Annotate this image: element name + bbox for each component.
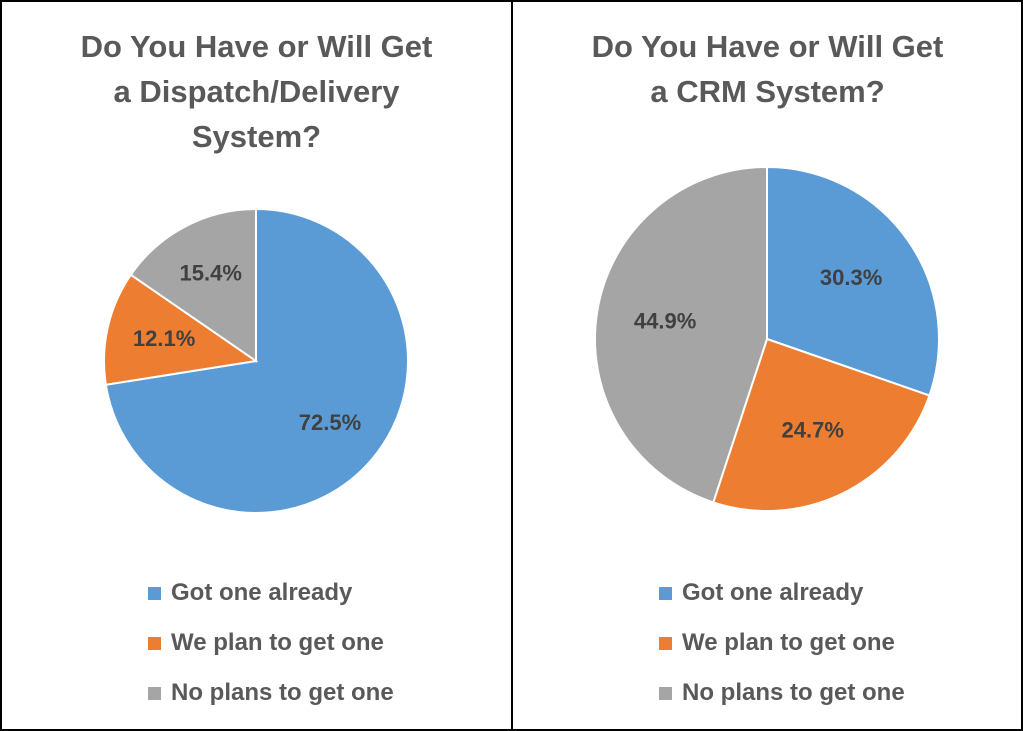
slice-no-plans: [594, 165, 768, 504]
legend-item-plan: We plan to get one: [659, 628, 895, 658]
crm-pie-chart: 30.3% 24.7% 44.9%: [594, 165, 940, 512]
data-label: 72.5%: [299, 410, 361, 435]
data-label: 24.7%: [782, 417, 844, 442]
legend-item-no: No plans to get one: [148, 678, 394, 708]
slice-got-one-already: [766, 165, 940, 397]
data-label: 12.1%: [133, 326, 195, 351]
slice-no-plans: [129, 207, 257, 363]
legend-label: We plan to get one: [171, 629, 384, 656]
dispatch-chart-panel: Do You Have or Will Get a Dispatch/Deliv…: [2, 0, 511, 731]
slice-plan-to-get-one: [712, 337, 931, 512]
legend-label: Got one already: [171, 579, 353, 606]
legend-swatch-plan: [659, 636, 672, 650]
title-line: Do You Have or Will Get: [80, 29, 433, 64]
legend-swatch-plan: [148, 636, 161, 650]
legend-swatch-got: [148, 586, 161, 600]
title-line: Do You Have or Will Get: [591, 29, 944, 64]
slice-plan-to-get-one: [103, 273, 259, 386]
crm-chart-panel: Do You Have or Will Get a CRM System? 30…: [513, 0, 1022, 731]
legend-label: We plan to get one: [682, 629, 895, 656]
panel-divider: [511, 0, 513, 731]
data-label: 15.4%: [180, 261, 242, 286]
legend-swatch-no: [148, 686, 161, 700]
legend-item-no: No plans to get one: [659, 678, 905, 708]
legend-swatch-no: [659, 686, 672, 700]
legend-item-plan: We plan to get one: [148, 628, 384, 658]
legend-label: No plans to get one: [171, 679, 394, 706]
legend-swatch-got: [659, 586, 672, 600]
title-line: a CRM System?: [650, 74, 885, 109]
legend-label: Got one already: [682, 579, 864, 606]
title-line: a Dispatch/Delivery: [113, 74, 400, 109]
dispatch-pie-chart: 72.5% 12.1% 15.4%: [103, 207, 409, 514]
data-label: 30.3%: [820, 265, 882, 290]
dispatch-chart-title: Do You Have or Will Get a Dispatch/Deliv…: [2, 24, 511, 159]
crm-chart-title: Do You Have or Will Get a CRM System?: [513, 24, 1022, 114]
legend-item-got: Got one already: [148, 578, 352, 608]
legend-label: No plans to get one: [682, 679, 905, 706]
title-line: System?: [191, 119, 322, 154]
data-label: 44.9%: [634, 308, 696, 333]
legend-item-got: Got one already: [659, 578, 863, 608]
